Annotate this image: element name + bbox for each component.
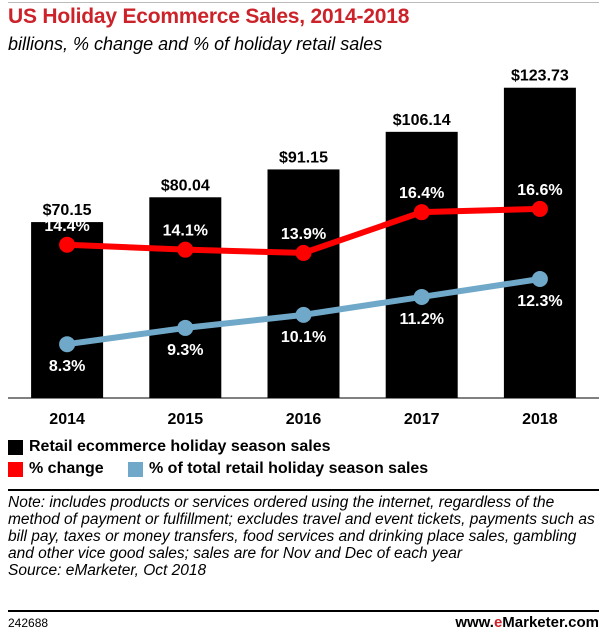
note-block: Note: includes products or services orde… [8, 494, 600, 579]
note-divider-bottom [8, 610, 599, 612]
change-label-2016: 13.9% [281, 226, 326, 243]
bar-2017 [385, 131, 458, 398]
bar-2015 [149, 197, 222, 398]
x-tick-label-2014: 2014 [49, 411, 85, 428]
bar-2016 [267, 169, 340, 398]
share-label-2014: 8.3% [49, 358, 85, 375]
share-point-2018 [531, 271, 548, 288]
bar-label-2018: $123.73 [511, 68, 569, 85]
x-tick-label-2015: 2015 [168, 411, 204, 428]
brand-prefix: www. [455, 614, 494, 631]
legend-label-change: % change [29, 460, 104, 477]
change-label-2014: 14.4% [44, 218, 89, 235]
brand-logo[interactable]: www.eMarketer.com [455, 614, 599, 631]
change-point-2018 [531, 200, 548, 217]
change-label-2017: 16.4% [399, 185, 444, 202]
share-label-2018: 12.3% [517, 293, 562, 310]
note-divider-top [8, 489, 599, 491]
bar-label-2017: $106.14 [393, 112, 451, 129]
source-text: Source: eMarketer, Oct 2018 [8, 562, 207, 579]
note-text: Note: includes products or services orde… [8, 494, 595, 562]
share-label-2017: 11.2% [399, 311, 443, 328]
legend-item-change: % change [8, 460, 104, 478]
x-tick-label-2016: 2016 [286, 411, 322, 428]
share-point-2015 [177, 319, 194, 336]
legend-item-share: % of total retail holiday season sales [128, 460, 428, 478]
bar-label-2016: $91.15 [279, 149, 328, 166]
change-point-2015 [177, 241, 194, 258]
change-point-2017 [413, 204, 430, 221]
top-rule [8, 2, 599, 3]
brand-accent: e [493, 614, 503, 631]
change-label-2018: 16.6% [517, 182, 562, 199]
x-tick-label-2018: 2018 [522, 411, 558, 428]
change-point-2014 [59, 236, 76, 253]
bar-label-2014: $70.15 [43, 202, 92, 219]
share-point-2017 [413, 288, 430, 305]
bar-label-2015: $80.04 [161, 177, 210, 194]
share-point-2014 [59, 336, 76, 353]
legend-swatch-share [128, 461, 143, 477]
change-point-2016 [295, 244, 312, 261]
legend-swatch-sales [8, 439, 23, 455]
change-label-2015: 14.1% [163, 223, 208, 240]
legend-label-sales: Retail ecommerce holiday season sales [29, 438, 331, 455]
chart-title: US Holiday Ecommerce Sales, 2014-2018 [8, 5, 410, 28]
x-tick-label-2017: 2017 [404, 411, 440, 428]
share-label-2015: 9.3% [167, 342, 203, 359]
legend-item-sales: Retail ecommerce holiday season sales [8, 438, 330, 456]
legend-swatch-change [8, 461, 23, 477]
chart-subtitle: billions, % change and % of holiday reta… [8, 34, 383, 54]
share-label-2016: 10.1% [281, 329, 326, 346]
brand-suffix: Marketer.com [502, 614, 599, 631]
legend-label-share: % of total retail holiday season sales [149, 460, 429, 477]
chart-plot: $70.15 $80.04 $91.15 $106.14 $123.73 2014 2015… [8, 68, 599, 428]
bar-2018 [503, 87, 576, 398]
chart-id: 242688 [8, 616, 49, 630]
share-point-2016 [295, 306, 312, 323]
